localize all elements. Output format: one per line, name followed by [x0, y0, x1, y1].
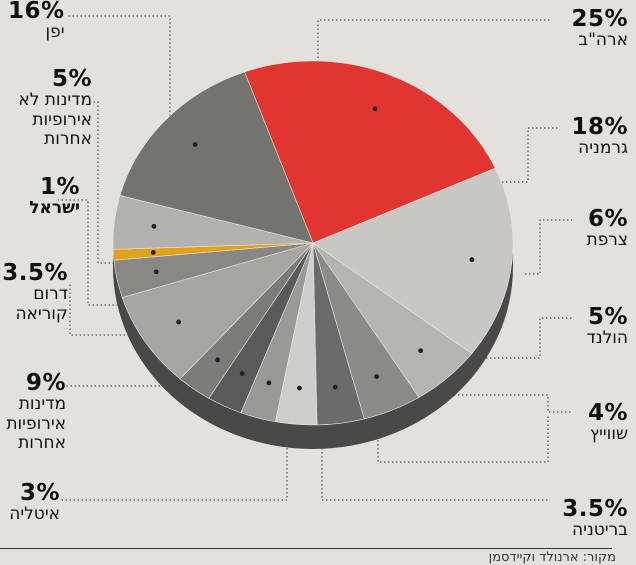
label-israel: 1% ישראל — [0, 176, 80, 219]
pie-slice-9 — [121, 242, 315, 380]
label-usa: 25% ארה"ב — [571, 8, 628, 51]
label-israel-pct: 1% — [39, 174, 80, 200]
label-switzerland-pct: 4% — [587, 400, 628, 426]
label-germany: 18% גרמניה — [571, 116, 628, 159]
leader-dot-0 — [372, 106, 378, 112]
label-south-korea-pct: 3.5% — [2, 260, 68, 286]
leader-dot-3 — [374, 374, 380, 379]
label-south-korea-line1: דרום — [33, 284, 68, 304]
label-italy-pct: 3% — [19, 480, 60, 506]
label-germany-pct: 18% — [571, 114, 628, 140]
label-other-european-pct: 9% — [25, 370, 66, 396]
label-netherlands: 5% הולנד — [587, 306, 629, 349]
leader-dot-9 — [176, 319, 181, 325]
leader-line-france — [525, 219, 572, 275]
label-netherlands-name: הולנד — [586, 328, 629, 348]
label-japan-name: יפן — [45, 22, 65, 42]
label-britain-pct: 3.5% — [562, 496, 628, 522]
label-other-european-line2: אירופיות — [6, 413, 66, 434]
leader-dot-13 — [192, 142, 198, 147]
label-usa-pct: 25% — [571, 6, 628, 32]
pie-slice-0 — [244, 60, 496, 244]
label-other-non-european-pct: 5% — [51, 66, 92, 92]
pie-slice-13 — [119, 71, 314, 244]
label-other-non-european-line3: אחרות — [44, 129, 92, 150]
source-divider — [0, 548, 612, 549]
leader-dot-7 — [239, 371, 245, 376]
label-switzerland: 4% שווייץ — [588, 402, 628, 445]
label-other-european-line1: מדינות — [18, 394, 66, 414]
label-france-pct: 6% — [587, 206, 628, 232]
leader-dot-12 — [151, 223, 157, 229]
leader-dot-4 — [332, 384, 338, 390]
leader-dots — [150, 106, 475, 391]
source-text: מקור: ארנולד וקיידסמן — [488, 550, 616, 565]
label-israel-name: ישראל — [29, 198, 80, 218]
label-usa-name: ארה"ב — [578, 30, 628, 50]
label-italy-name: איטליה — [9, 504, 60, 524]
leader-line-germany — [478, 127, 558, 183]
label-other-european-line3: אחרות — [18, 433, 66, 454]
label-south-korea-line2: קוריאה — [15, 303, 68, 324]
label-other-non-european-line1: מדינות לא — [18, 90, 92, 110]
leader-dot-2 — [418, 348, 424, 354]
pie-slices — [112, 60, 514, 426]
label-france-name: צרפת — [586, 230, 628, 250]
leader-dot-6 — [266, 380, 272, 386]
label-japan-pct: 16% — [8, 0, 65, 24]
label-italy: 3% איטליה — [0, 482, 60, 525]
leader-dot-8 — [215, 357, 221, 363]
leader-dot-10 — [153, 269, 159, 275]
label-japan: 16% יפן — [8, 0, 65, 43]
leader-line-italy — [60, 408, 288, 501]
label-france: 6% צרפת — [587, 208, 628, 251]
leader-line-japan — [66, 15, 171, 120]
label-germany-name: גרמניה — [578, 138, 628, 158]
label-netherlands-pct: 5% — [587, 304, 628, 330]
label-switzerland-name: שווייץ — [589, 424, 628, 444]
label-other-non-european: 5% מדינות לא אירופיות אחרות — [0, 68, 92, 150]
label-other-non-european-line2: אירופיות — [32, 109, 92, 130]
leader-line-other-noneu — [92, 101, 134, 264]
pie-slice-1 — [312, 167, 514, 355]
leader-dot-5 — [297, 385, 302, 391]
label-britain: 3.5% בריטניה — [562, 498, 628, 541]
label-south-korea: 3.5% דרום קוריאה — [0, 262, 68, 324]
label-britain-name: בריטניה — [572, 520, 628, 540]
label-other-european: 9% מדינות אירופיות אחרות — [0, 372, 66, 454]
leader-dot-1 — [469, 257, 475, 263]
leader-dot-11 — [150, 250, 156, 255]
